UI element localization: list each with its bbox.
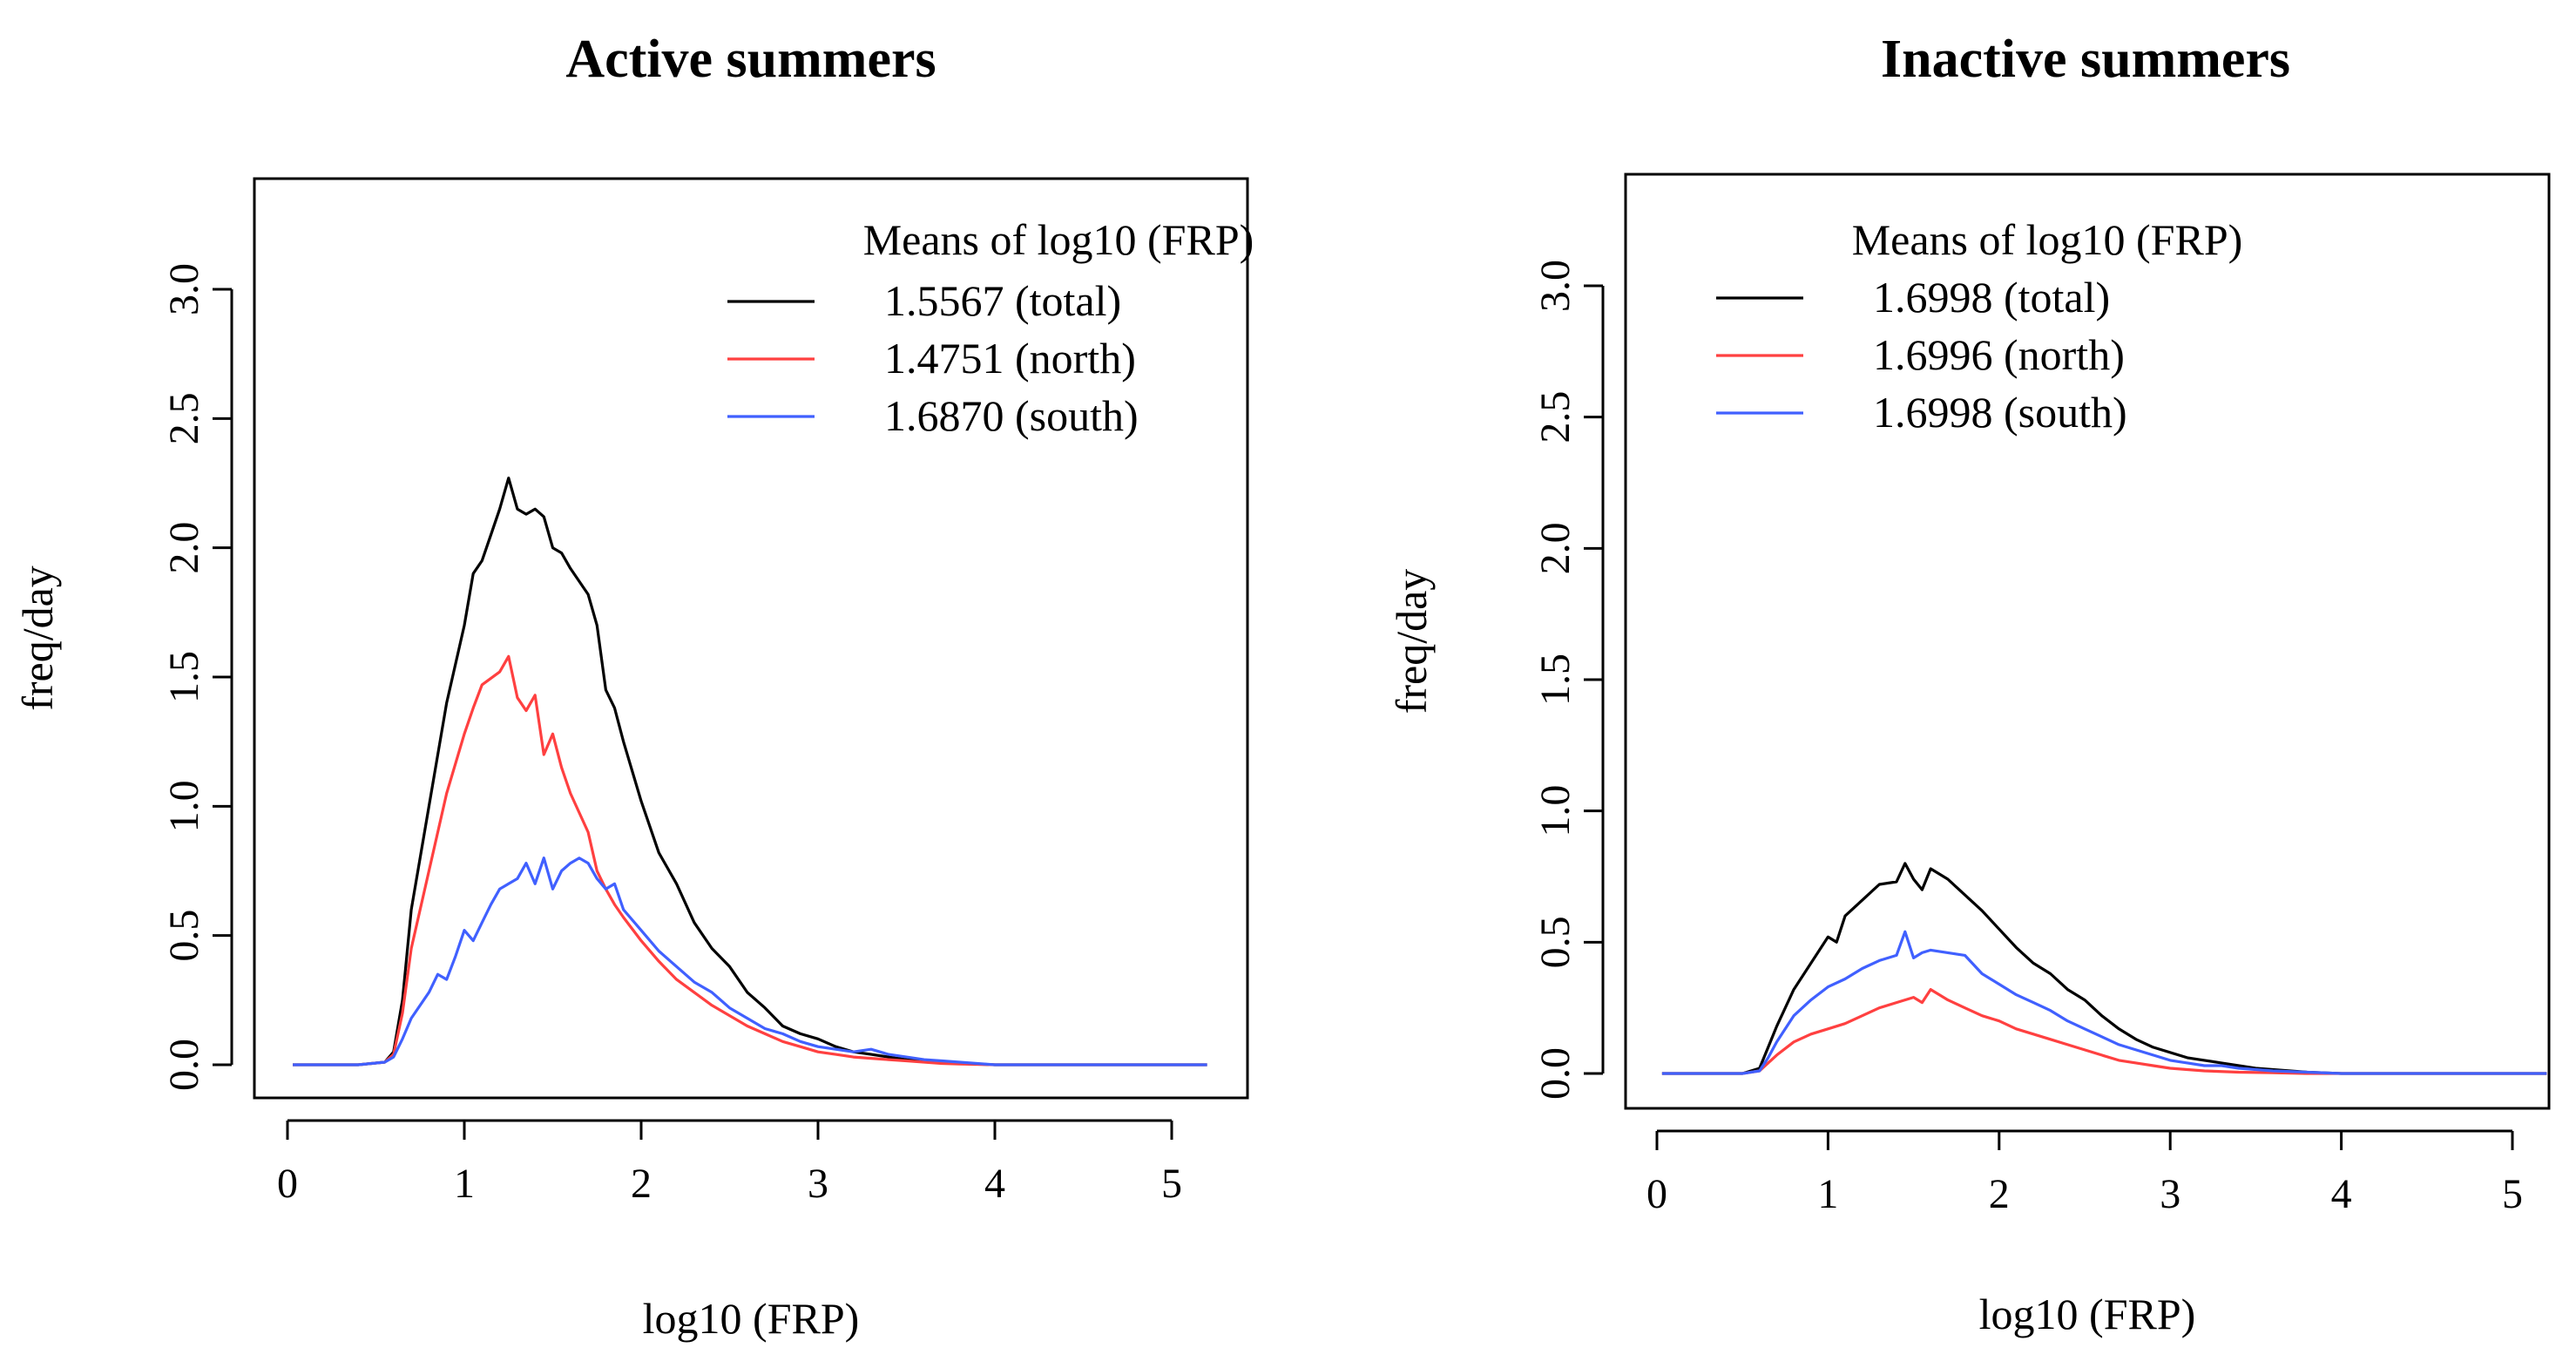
x-tick-label: 0: [1646, 1171, 1667, 1217]
y-tick-label: 3.0: [1532, 260, 1579, 312]
y-tick-label: 2.0: [1532, 522, 1579, 574]
legend: Means of log10 (FRP) 1.6998 (total) 1.6996…: [1716, 215, 2242, 437]
x-tick-label: 3: [2160, 1171, 2180, 1217]
y-tick-label: 1.5: [1532, 654, 1579, 706]
y-tick-label: 2.5: [1532, 391, 1579, 444]
x-tick-label: 5: [1161, 1161, 1182, 1207]
y-axis-label: freq/day: [13, 565, 62, 711]
x-tick-label: 5: [2502, 1171, 2523, 1217]
y-tick-label: 0.5: [1532, 916, 1579, 968]
y-tick-label: 1.5: [161, 651, 207, 703]
series-line-1: [1661, 862, 2547, 1075]
y-tick-label: 0.5: [161, 910, 207, 962]
series-line-3: [1661, 930, 2547, 1075]
plot-frame: [1624, 173, 2551, 1110]
series-line-2: [1661, 987, 2547, 1075]
x-tick-label: 4: [2331, 1171, 2352, 1217]
legend-entry: 1.6998 (south): [1873, 388, 2127, 437]
chart-panel-1: Active summers 0 1 2 3 4 5 0.0 0.5 1.0 1.5 2.0 2.5 3.…: [13, 30, 1254, 1343]
x-tick-label: 1: [454, 1161, 475, 1207]
legend-title: Means of log10 (FRP): [863, 215, 1254, 264]
x-tick-label: 0: [277, 1161, 298, 1207]
plot-frame: [253, 177, 1249, 1100]
x-tick-label: 2: [1989, 1171, 2010, 1217]
chart-title: Inactive summers: [1881, 30, 2290, 89]
legend-entry: 1.4751 (north): [884, 334, 1136, 383]
x-axis-label: log10 (FRP): [1979, 1290, 2196, 1338]
legend-entry: 1.6996 (north): [1873, 330, 2125, 379]
legend-entry: 1.5567 (total): [884, 276, 1121, 325]
y-tick-label: 0.0: [161, 1039, 207, 1091]
x-tick-label: 4: [984, 1161, 1005, 1207]
chart-title: Active summers: [565, 30, 936, 89]
series-line-2: [293, 654, 1207, 1067]
legend-title: Means of log10 (FRP): [1852, 215, 2243, 264]
x-axis-label: log10 (FRP): [643, 1294, 860, 1343]
legend-entry: 1.6998 (total): [1873, 273, 2110, 322]
chart-panel-2: Inactive summers 0 1 2 3 4 5 0.0 0.5 1.0 1.5 2.0 2.5…: [1387, 30, 2551, 1338]
series-line-3: [293, 857, 1207, 1067]
y-axis-label: freq/day: [1387, 569, 1436, 714]
legend: Means of log10 (FRP) 1.5567 (total) 1.4751…: [727, 215, 1254, 440]
y-tick-label: 2.5: [161, 392, 207, 444]
y-tick-label: 1.0: [1532, 785, 1579, 837]
x-tick-label: 3: [808, 1161, 828, 1207]
legend-entry: 1.6870 (south): [884, 391, 1139, 440]
y-tick-label: 1.0: [161, 780, 207, 832]
y-tick-label: 2.0: [161, 522, 207, 574]
y-tick-label: 3.0: [161, 263, 207, 315]
series-line-1: [293, 476, 1207, 1067]
x-tick-label: 1: [1817, 1171, 1838, 1217]
x-tick-label: 2: [631, 1161, 652, 1207]
y-tick-label: 0.0: [1532, 1047, 1579, 1100]
